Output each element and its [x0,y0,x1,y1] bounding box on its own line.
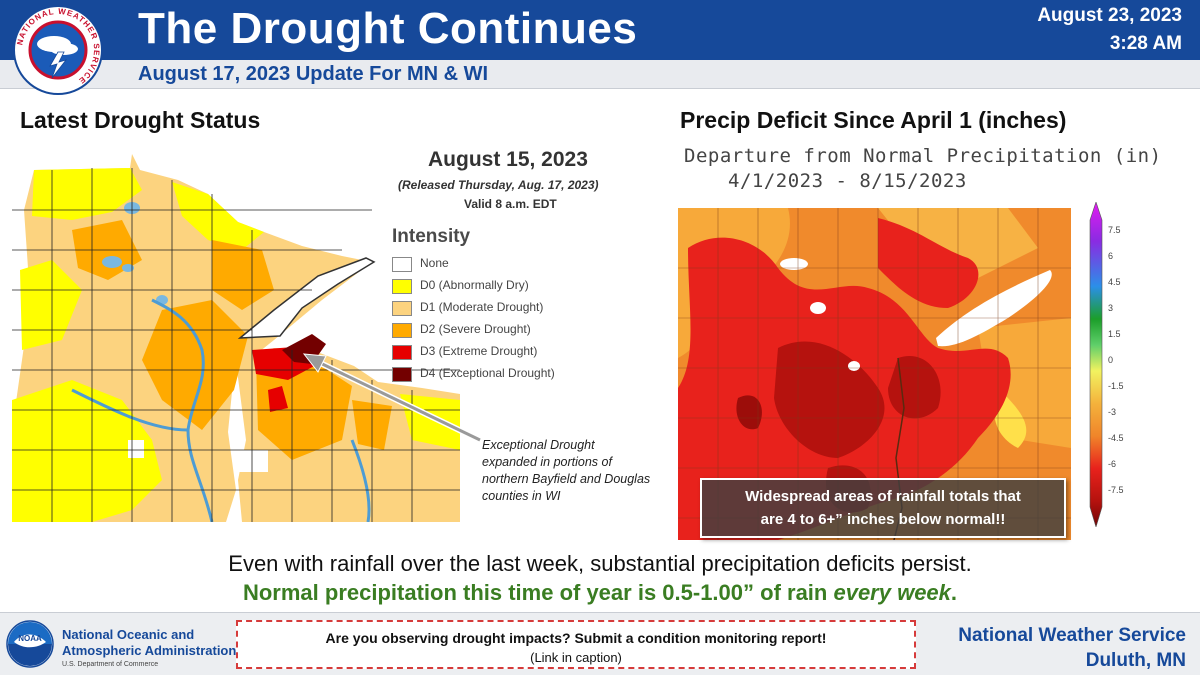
noaa-name: National Oceanic and [62,627,195,642]
drought-map-released: (Released Thursday, Aug. 17, 2023) [398,178,599,192]
drought-status-heading: Latest Drought Status [20,107,261,133]
drought-legend: None D0 (Abnormally Dry) D1 (Moderate Dr… [392,255,592,387]
normal-precip-text: Normal precipitation this time of year i… [242,580,834,605]
legend-item-d1: D1 (Moderate Drought) [392,299,592,321]
header-date: August 23, 2023 [1037,5,1182,26]
nws-logo-icon: NATIONAL WEATHER SERVICE [13,5,103,95]
noaa-name: Atmospheric Administration [62,643,237,658]
subheader-bar [0,60,1200,89]
colorbar-tick: 3 [1108,303,1113,313]
noaa-department: U.S. Department of Commerce [62,661,159,668]
precip-map-period: 4/1/2023 - 8/15/2023 [728,170,967,192]
legend-swatch [392,301,412,316]
precip-map-title: Departure from Normal Precipitation (in) [684,145,1162,167]
page-subtitle: August 17, 2023 Update For MN & WI [138,63,489,85]
page-title: The Drought Continues [138,4,638,53]
legend-swatch [392,345,412,360]
drought-map-valid: Valid 8 a.m. EDT [464,197,557,211]
normal-precip-period: . [950,580,958,605]
colorbar-tick: 7.5 [1108,225,1121,235]
legend-swatch [392,367,412,382]
colorbar-tick: 6 [1108,251,1113,261]
legend-item-none: None [392,255,592,277]
deficit-statement: Even with rainfall over the last week, s… [228,551,972,576]
colorbar-tick: 1.5 [1108,329,1121,339]
condition-report-prompt: Are you observing drought impacts? Submi… [325,630,827,646]
noaa-logo-icon: NOAA [6,620,54,668]
legend-item-d2: D2 (Severe Drought) [392,321,592,343]
legend-swatch [392,323,412,338]
annotation-arrow [302,353,482,443]
legend-label: D0 (Abnormally Dry) [420,278,529,292]
exceptional-drought-note: Exceptional Drought expanded in portions… [482,438,651,503]
legend-label: D3 (Extreme Drought) [420,344,538,358]
legend-swatch [392,257,412,272]
normal-precip-emphasis: every week [833,580,951,605]
legend-item-d4: D4 (Exceptional Drought) [392,365,592,387]
nws-office-location: Duluth, MN [1085,650,1186,671]
callout-line: Widespread areas of rainfall totals that [745,488,1021,505]
callout-line: are 4 to 6+” inches below normal!! [760,511,1006,528]
colorbar-tick: -6 [1108,459,1116,469]
colorbar-tick: -1.5 [1108,381,1124,391]
colorbar-tick: 0 [1108,355,1113,365]
precip-colorbar: 7.5 6 4.5 3 1.5 0 -1.5 -3 -4.5 -6 -7.5 [1089,202,1124,527]
precip-deficit-heading: Precip Deficit Since April 1 (inches) [680,107,1067,133]
legend-swatch [392,279,412,294]
svg-text:NOAA: NOAA [18,634,42,643]
colorbar-tick: -3 [1108,407,1116,417]
legend-title: Intensity [392,226,471,247]
legend-label: D4 (Exceptional Drought) [420,366,555,380]
nws-office-name: National Weather Service [958,625,1186,646]
drought-map-date: August 15, 2023 [428,148,588,171]
normal-precip-statement: Normal precipitation this time of year i… [0,580,1200,606]
colorbar-tick: -4.5 [1108,433,1124,443]
drought-monitor-map [12,154,460,522]
legend-label: None [420,256,449,270]
header-bar [0,0,1200,60]
legend-label: D1 (Moderate Drought) [420,300,544,314]
rainfall-callout: Widespread areas of rainfall totals that… [700,478,1066,538]
colorbar-tick: 4.5 [1108,277,1121,287]
condition-report-link-note: (Link in caption) [530,650,622,665]
legend-item-d3: D3 (Extreme Drought) [392,343,592,365]
condition-report-box[interactable]: Are you observing drought impacts? Submi… [236,620,916,669]
header-time: 3:28 AM [1109,33,1182,54]
legend-item-d0: D0 (Abnormally Dry) [392,277,592,299]
colorbar-tick: -7.5 [1108,485,1124,495]
legend-label: D2 (Severe Drought) [420,322,531,336]
